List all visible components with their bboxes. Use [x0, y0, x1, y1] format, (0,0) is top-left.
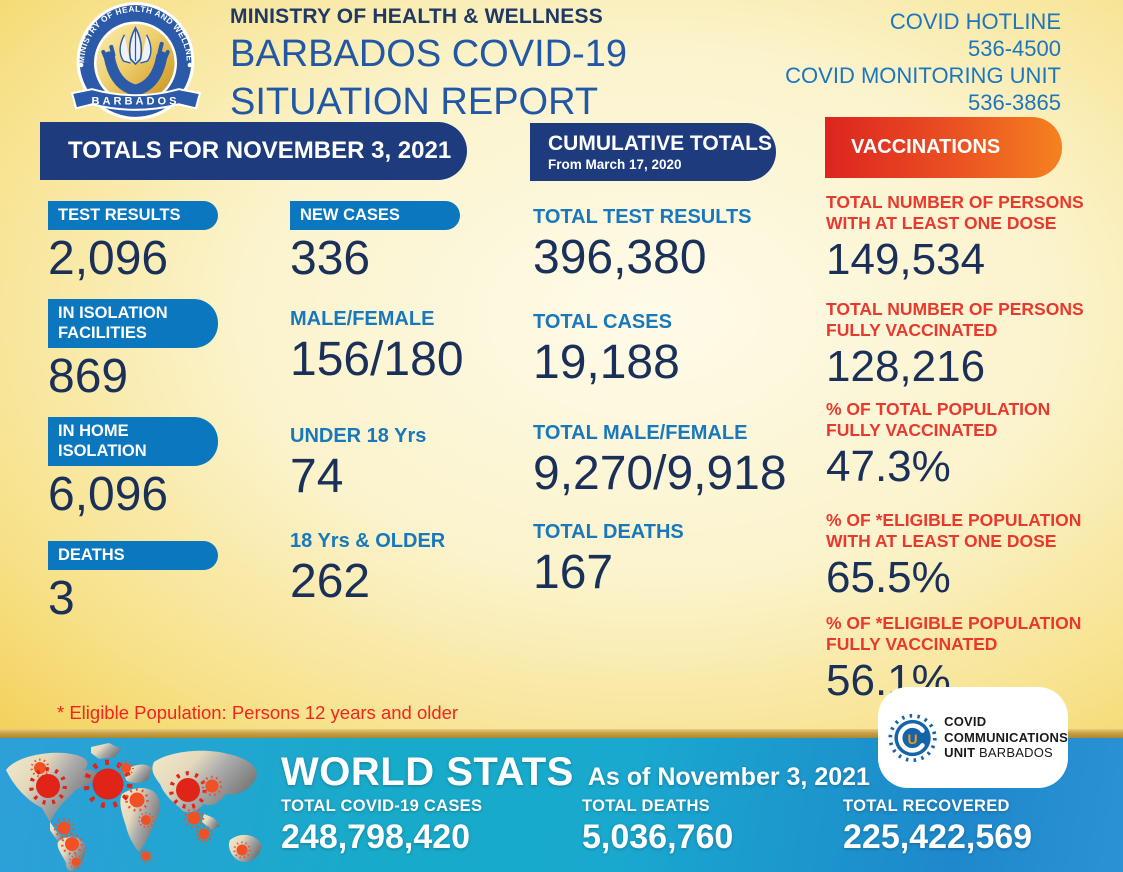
daily-column-1: TEST RESULTS 2,096 IN ISOLATION FACILITI… — [48, 201, 286, 625]
world-stats-title-row: WORLD STATS As of November 3, 2021 — [281, 750, 870, 795]
stat-new-cases: NEW CASES 336 — [290, 201, 528, 285]
daily-totals-banner: TOTALS FOR NOVEMBER 3, 2021 — [40, 122, 467, 180]
pct-eligible-fully-label: % OF *ELIGIBLE POPULATION FULLY VACCINAT… — [826, 613, 1082, 654]
new-cases-pill: NEW CASES — [290, 201, 460, 230]
monitoring-unit-number: 536-3865 — [968, 90, 1061, 115]
ccu-icon-letter: U — [907, 730, 917, 746]
stat-total-male-female: TOTAL MALE/FEMALE 9,270/9,918 — [533, 421, 798, 500]
pct-total-pop-value: 47.3% — [826, 442, 951, 491]
total-deaths-label: TOTAL DEATHS — [533, 521, 684, 543]
ccu-line3-unit: UNIT — [944, 745, 976, 761]
cumulative-banner-title: CUMULATIVE TOTALS — [548, 132, 772, 155]
stat-male-female: MALE/FEMALE 156/180 — [290, 307, 528, 386]
stat-total-deaths: TOTAL DEATHS 167 — [533, 520, 798, 599]
stat-18-older: 18 Yrs & OLDER 262 — [290, 529, 528, 608]
one-dose-label: TOTAL NUMBER OF PERSONS WITH AT LEAST ON… — [826, 192, 1084, 233]
report-title-line2: SITUATION REPORT — [230, 81, 599, 123]
ccu-virus-icon: U — [888, 713, 937, 762]
fully-vaccinated-value: 128,216 — [826, 342, 986, 391]
total-test-results-label: TOTAL TEST RESULTS — [533, 206, 752, 228]
total-deaths-value: 167 — [533, 546, 614, 599]
test-results-pill: TEST RESULTS — [48, 201, 218, 230]
isolation-facilities-pill: IN ISOLATION FACILITIES — [48, 299, 218, 348]
stat-isolation-facilities: IN ISOLATION FACILITIES 869 — [48, 299, 286, 403]
world-total-recovered-label: TOTAL RECOVERED — [843, 797, 1010, 815]
world-total-cases-value: 248,798,420 — [281, 818, 471, 856]
daily-column-2: NEW CASES 336 MALE/FEMALE 156/180 UNDER … — [290, 201, 528, 608]
hotline-block: COVID HOTLINE 536-4500 COVID MONITORING … — [785, 8, 1061, 116]
cumulative-banner-subtitle: From March 17, 2020 — [548, 157, 682, 172]
world-total-deaths-value: 5,036,760 — [582, 818, 734, 856]
vaccinations-banner-label: VACCINATIONS — [851, 136, 1001, 158]
stat-under-18: UNDER 18 Yrs 74 — [290, 424, 528, 503]
stat-pct-eligible-one-dose: % OF *ELIGIBLE POPULATION WITH AT LEAST … — [826, 510, 1094, 602]
ccu-line3-barbados: BARBADOS — [975, 745, 1053, 761]
daily-totals-banner-label: TOTALS FOR NOVEMBER 3, 2021 — [68, 137, 452, 164]
home-isolation-pill: IN HOME ISOLATION — [48, 417, 218, 466]
total-test-results-value: 396,380 — [533, 231, 707, 284]
gold-divider — [0, 729, 1123, 738]
world-map-virus-illustration — [6, 743, 262, 872]
cumulative-column: TOTAL TEST RESULTS 396,380 TOTAL CASES 1… — [533, 205, 798, 599]
stat-total-test-results: TOTAL TEST RESULTS 396,380 — [533, 205, 798, 284]
vaccinations-column: TOTAL NUMBER OF PERSONS WITH AT LEAST ON… — [826, 192, 1094, 705]
covid-hotline-number: 536-4500 — [968, 36, 1061, 61]
world-stats-title: WORLD STATS — [281, 750, 574, 794]
one-dose-value: 149,534 — [826, 235, 986, 284]
monitoring-unit-label: COVID MONITORING UNIT — [785, 63, 1061, 88]
18-older-label: 18 Yrs & OLDER — [290, 530, 446, 552]
ccu-text-block: COVID COMMUNICATIONS UNIT BARBADOS — [944, 714, 1068, 761]
pct-eligible-one-dose-label: % OF *ELIGIBLE POPULATION WITH AT LEAST … — [826, 510, 1082, 551]
world-total-deaths-label: TOTAL DEATHS — [582, 797, 710, 815]
male-female-value: 156/180 — [290, 333, 464, 386]
world-total-cases: TOTAL COVID-19 CASES 248,798,420 — [281, 797, 482, 857]
report-title-block: MINISTRY OF HEALTH & WELLNESS BARBADOS C… — [230, 5, 627, 125]
isolation-facilities-value: 869 — [48, 350, 129, 403]
world-total-cases-label: TOTAL COVID-19 CASES — [281, 797, 483, 815]
logo-banner-text: BARBADOS — [91, 95, 179, 107]
stat-total-cases: TOTAL CASES 19,188 — [533, 310, 798, 389]
pct-total-pop-label: % OF TOTAL POPULATION FULLY VACCINATED — [826, 399, 1051, 440]
eligible-population-footnote: * Eligible Population: Persons 12 years … — [57, 702, 459, 723]
male-female-label: MALE/FEMALE — [290, 308, 435, 330]
report-title-line1: BARBADOS COVID-19 — [230, 33, 627, 75]
ministry-name: MINISTRY OF HEALTH & WELLNESS — [230, 5, 603, 28]
new-cases-value: 336 — [290, 232, 371, 285]
home-isolation-value: 6,096 — [48, 468, 169, 521]
world-total-deaths: TOTAL DEATHS 5,036,760 — [582, 797, 733, 857]
18-older-value: 262 — [290, 555, 371, 608]
vaccinations-banner: VACCINATIONS — [825, 117, 1062, 178]
under-18-value: 74 — [290, 450, 344, 503]
deaths-pill: DEATHS — [48, 541, 218, 570]
ccu-line1: COVID — [944, 714, 987, 730]
fully-vaccinated-label: TOTAL NUMBER OF PERSONS FULLY VACCINATED — [826, 299, 1084, 340]
total-cases-value: 19,188 — [533, 336, 680, 389]
world-total-recovered: TOTAL RECOVERED 225,422,569 — [843, 797, 1032, 857]
total-cases-label: TOTAL CASES — [533, 311, 672, 333]
world-stats-asof: As of November 3, 2021 — [587, 763, 870, 791]
stat-home-isolation: IN HOME ISOLATION 6,096 — [48, 417, 286, 521]
pct-eligible-one-dose-value: 65.5% — [826, 553, 951, 602]
cumulative-totals-banner: CUMULATIVE TOTALS From March 17, 2020 — [530, 123, 776, 181]
world-total-recovered-value: 225,422,569 — [843, 818, 1033, 856]
deaths-value: 3 — [48, 572, 75, 625]
stat-one-dose: TOTAL NUMBER OF PERSONS WITH AT LEAST ON… — [826, 192, 1094, 284]
ministry-of-health-logo-icon: MINISTRY OF HEALTH AND WELLNESS BARBADOS — [58, 0, 202, 120]
stat-deaths: DEATHS 3 — [48, 541, 286, 625]
stat-pct-total-pop: % OF TOTAL POPULATION FULLY VACCINATED 4… — [826, 399, 1094, 491]
test-results-value: 2,096 — [48, 232, 169, 285]
total-male-female-value: 9,270/9,918 — [533, 447, 787, 500]
total-male-female-label: TOTAL MALE/FEMALE — [533, 422, 748, 444]
covid-communications-unit-logo: U COVID COMMUNICATIONS UNIT BARBADOS — [878, 687, 1068, 788]
covid-hotline-label: COVID HOTLINE — [889, 9, 1061, 34]
under-18-label: UNDER 18 Yrs — [290, 425, 427, 447]
ccu-line3: UNIT BARBADOS — [944, 745, 1068, 761]
stat-test-results: TEST RESULTS 2,096 — [48, 201, 286, 285]
ccu-line2: COMMUNICATIONS — [944, 729, 1068, 745]
stat-fully-vaccinated: TOTAL NUMBER OF PERSONS FULLY VACCINATED… — [826, 299, 1094, 391]
